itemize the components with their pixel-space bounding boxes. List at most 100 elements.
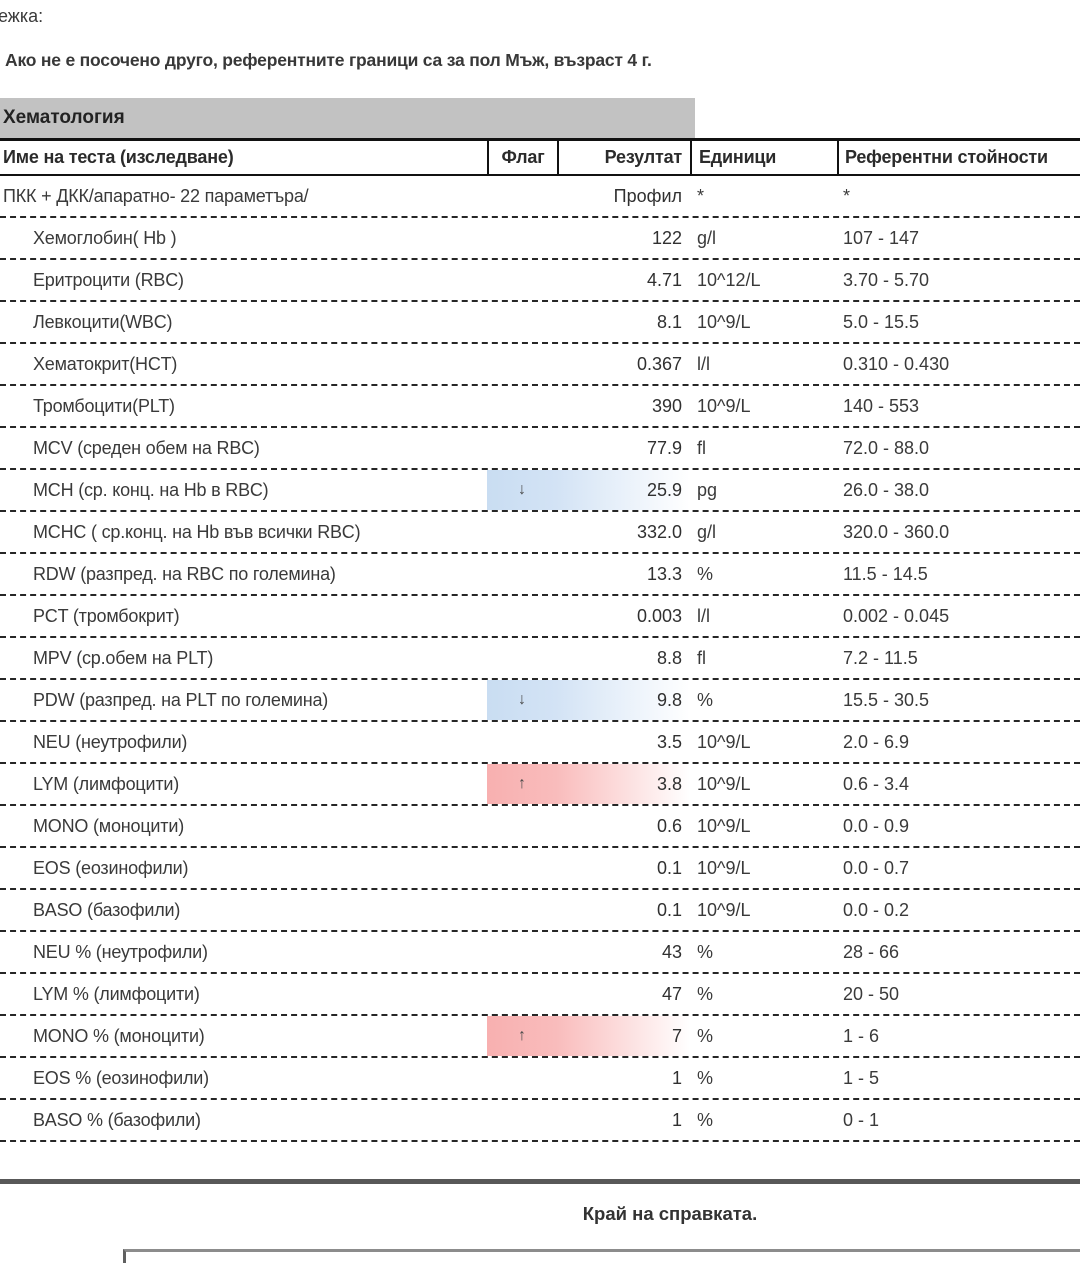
column-header-test-name: Име на теста (изследване): [3, 147, 234, 167]
result-value: 8.1: [656, 311, 682, 332]
reference-range: 0.0 - 0.9: [843, 815, 910, 836]
units-value: %: [697, 689, 714, 710]
units-value: 10^9/L: [697, 815, 751, 836]
test-name: PDW (разпред. на PLT по големина): [33, 689, 329, 710]
units-value: g/l: [697, 227, 717, 248]
reference-note: Ако не е посочено друго, референтните гр…: [5, 50, 652, 70]
arrow-up-icon: ↑: [518, 1027, 526, 1044]
units-value: 10^9/L: [697, 773, 751, 794]
next-section-box: [123, 1249, 1080, 1263]
column-header-flag: Флаг: [487, 141, 557, 174]
flag-highlight-band: [487, 680, 690, 720]
result-value: 3.8: [656, 773, 682, 794]
result-value: 3.5: [656, 731, 682, 752]
result-value: 77.9: [646, 437, 682, 458]
flag-cell: ↑: [487, 1027, 557, 1045]
column-header-reference: Референтни стойности: [837, 141, 1080, 174]
result-value: 43: [661, 941, 682, 962]
units-value: %: [697, 563, 714, 584]
test-name: PCT (тромбокрит): [33, 605, 180, 626]
table-row: MPV (ср.обем на PLT) 8.8 fl 7.2 - 11.5: [0, 638, 1080, 680]
table-row: MCHC ( ср.конц. на Hb във всички RBC) 33…: [0, 512, 1080, 554]
units-value: %: [697, 1109, 714, 1130]
flag-highlight-band: [487, 1016, 690, 1056]
units-value: %: [697, 983, 714, 1004]
results-table: Име на теста (изследване) Флаг Резултат …: [0, 138, 1080, 1142]
test-name: EOS % (еозинофили): [33, 1067, 209, 1088]
test-name: Тромбоцити(PLT): [33, 395, 175, 416]
table-row: PCT (тромбокрит) 0.003 l/l 0.002 - 0.045: [0, 596, 1080, 638]
table-row: EOS % (еозинофили) 1 % 1 - 5: [0, 1058, 1080, 1100]
table-row: Хемоглобин( Hb ) 122 g/l 107 - 147: [0, 218, 1080, 260]
table-row: NEU % (неутрофили) 43 % 28 - 66: [0, 932, 1080, 974]
units-value: %: [697, 1025, 714, 1046]
reference-range: 0.6 - 3.4: [843, 773, 910, 794]
test-name: MPV (ср.обем на PLT): [33, 647, 214, 668]
flag-highlight-band: [487, 470, 690, 510]
flag-cell: ↑: [487, 775, 557, 793]
test-name: NEU (неутрофили): [33, 731, 188, 752]
table-row: ПКК + ДКК/апаратно- 22 параметъра/ Профи…: [0, 176, 1080, 218]
arrow-down-icon: ↓: [518, 481, 526, 498]
units-value: *: [697, 185, 705, 206]
test-name: BASO (базофили): [33, 899, 181, 920]
reference-range: 1 - 5: [843, 1067, 880, 1088]
table-row: MCV (среден обем на RBC) 77.9 fl 72.0 - …: [0, 428, 1080, 470]
reference-range: 140 - 553: [843, 395, 920, 416]
reference-range: 0.0 - 0.2: [843, 899, 910, 920]
test-name: NEU % (неутрофили): [33, 941, 208, 962]
units-value: l/l: [697, 353, 710, 374]
table-row: PDW (разпред. на PLT по големина) ↓ 9.8 …: [0, 680, 1080, 722]
units-value: fl: [697, 437, 706, 458]
result-value: 8.8: [656, 647, 682, 668]
test-name: BASO % (базофили): [33, 1109, 201, 1130]
units-value: 10^9/L: [697, 899, 751, 920]
table-row: Хематокрит(HCT) 0.367 l/l 0.310 - 0.430: [0, 344, 1080, 386]
result-value: 332.0: [636, 521, 682, 542]
result-value: 1: [671, 1067, 682, 1088]
flag-cell: ↓: [487, 481, 557, 499]
table-row: LYM % (лимфоцити) 47 % 20 - 50: [0, 974, 1080, 1016]
note-label: ежка:: [0, 6, 44, 26]
result-value: 1: [671, 1109, 682, 1130]
units-value: 10^9/L: [697, 395, 751, 416]
section-title: Хематология: [3, 107, 125, 128]
section-header-hematology: Хематология: [0, 98, 695, 138]
arrow-down-icon: ↓: [518, 691, 526, 708]
reference-range: 1 - 6: [843, 1025, 880, 1046]
units-value: 10^9/L: [697, 731, 751, 752]
table-row: BASO (базофили) 0.1 10^9/L 0.0 - 0.2: [0, 890, 1080, 932]
reference-range: 7.2 - 11.5: [843, 647, 918, 668]
test-name: Еритроцити (RBC): [33, 269, 184, 290]
table-row: Левкоцити(WBC) 8.1 10^9/L 5.0 - 15.5: [0, 302, 1080, 344]
result-value: 390: [651, 395, 682, 416]
end-of-report-text: Край на справката.: [582, 1203, 758, 1224]
test-name: LYM (лимфоцити): [33, 773, 180, 794]
reference-range: 0.0 - 0.7: [843, 857, 910, 878]
units-value: g/l: [697, 521, 717, 542]
table-row: Тромбоцити(PLT) 390 10^9/L 140 - 553: [0, 386, 1080, 428]
reference-range: 72.0 - 88.0: [843, 437, 930, 458]
result-value: 0.1: [656, 857, 682, 878]
reference-range: 20 - 50: [843, 983, 900, 1004]
reference-range: 0 - 1: [843, 1109, 880, 1130]
flag-highlight-band: [487, 764, 690, 804]
units-value: %: [697, 941, 714, 962]
table-row: LYM (лимфоцити) ↑ 3.8 10^9/L 0.6 - 3.4: [0, 764, 1080, 806]
table-row: MCH (ср. конц. на Hb в RBC) ↓ 25.9 pg 26…: [0, 470, 1080, 512]
reference-range: 2.0 - 6.9: [843, 731, 910, 752]
result-value: 7: [671, 1025, 682, 1046]
table-row: EOS (еозинофили) 0.1 10^9/L 0.0 - 0.7: [0, 848, 1080, 890]
test-name: MONO % (моноцити): [33, 1025, 205, 1046]
test-name: RDW (разпред. на RBC по големина): [33, 563, 336, 584]
result-value: 47: [661, 983, 682, 1004]
reference-range: 28 - 66: [843, 941, 900, 962]
result-value: 25.9: [646, 479, 682, 500]
result-value: 0.6: [656, 815, 682, 836]
test-name: LYM % (лимфоцити): [33, 983, 200, 1004]
units-value: fl: [697, 647, 706, 668]
test-name: MCHC ( ср.конц. на Hb във всички RBC): [33, 521, 361, 542]
reference-range: 0.002 - 0.045: [843, 605, 950, 626]
test-name: Хемоглобин( Hb ): [33, 227, 177, 248]
